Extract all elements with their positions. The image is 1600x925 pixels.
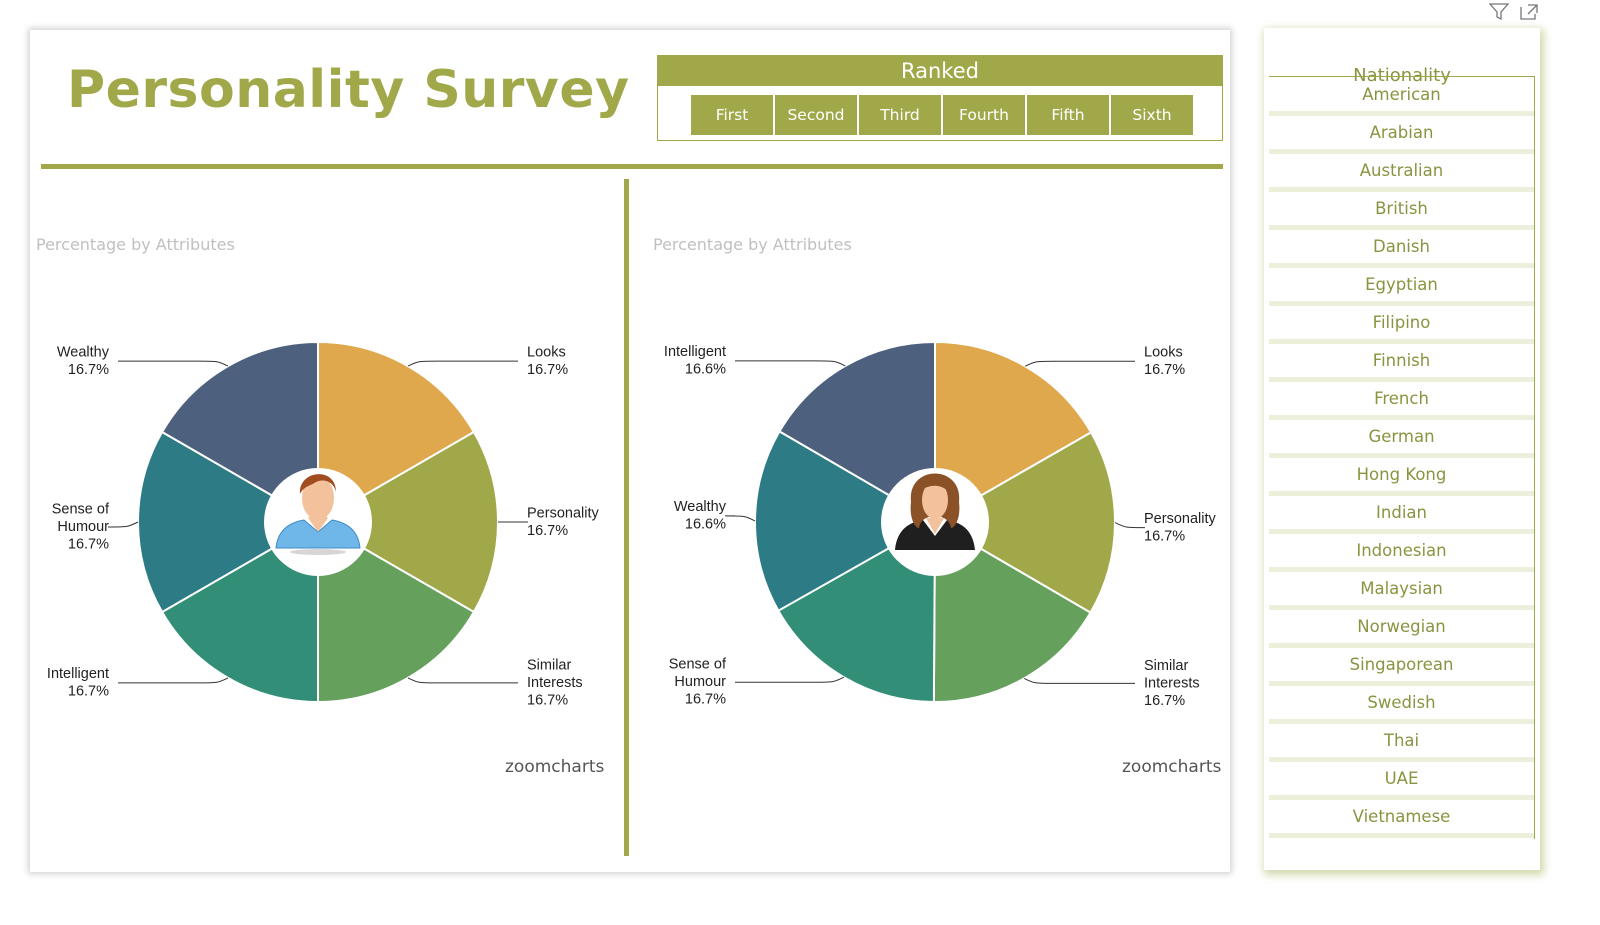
- pie-slice-intelligent[interactable]: [778, 340, 936, 524]
- leader-line-intelligent: [735, 360, 846, 367]
- chart-title: Percentage by Attributes: [653, 235, 852, 254]
- zoomcharts-logo: zoomcharts: [505, 757, 604, 777]
- pie-slice-looks[interactable]: [317, 340, 476, 524]
- leader-line-looks: [1024, 360, 1135, 367]
- leader-line-personality: [1114, 522, 1146, 529]
- slicer-item-uae[interactable]: UAE: [1269, 762, 1534, 800]
- male-avatar-icon: [275, 474, 361, 555]
- pie-slice-sense-of-humour[interactable]: [777, 520, 937, 704]
- male-attribute-pie-chart[interactable]: Percentage by Attributes Looks 16.7% Person…: [30, 200, 624, 800]
- slicer-item-swedish[interactable]: Swedish: [1269, 686, 1534, 724]
- slicer-item-singaporean[interactable]: Singaporean: [1269, 648, 1534, 686]
- pie-slice-sense-of-humour[interactable]: [137, 430, 320, 614]
- slicer-item-finnish[interactable]: Finnish: [1269, 344, 1534, 382]
- pie-slice-wealthy[interactable]: [160, 340, 319, 524]
- data-label-similar-interests: Similar Interests 16.7%: [527, 657, 583, 708]
- header-divider: [41, 164, 1223, 169]
- ranked-slicer: Ranked First Second Third Fourth Fifth Sixth: [657, 55, 1223, 141]
- leader-line-looks: [407, 360, 518, 367]
- slicer-item-filipino[interactable]: Filipino: [1269, 306, 1534, 344]
- chart-divider: [624, 179, 629, 856]
- slicer-item-egyptian[interactable]: Egyptian: [1269, 268, 1534, 306]
- slicer-item-australian[interactable]: Australian: [1269, 154, 1534, 192]
- ranked-slicer-header: Ranked: [658, 56, 1222, 86]
- pie-slice-looks[interactable]: [934, 340, 1093, 524]
- rank-button-third[interactable]: Third: [859, 95, 941, 135]
- data-label-looks: Looks 16.7%: [1144, 344, 1185, 378]
- rank-button-first[interactable]: First: [691, 95, 773, 135]
- data-label-intelligent: Intelligent 16.7%: [47, 666, 109, 700]
- data-label-personality: Personality 16.7%: [1144, 511, 1216, 545]
- data-label-similar-interests: Similar Interests 16.7%: [1144, 658, 1200, 709]
- data-label-wealthy: Wealthy 16.6%: [674, 499, 727, 532]
- slicer-item-hong-kong[interactable]: Hong Kong: [1269, 458, 1534, 496]
- nationality-list[interactable]: American Arabian Australian British Danish Eg…: [1269, 76, 1535, 839]
- leader-line-similar-interests: [407, 677, 518, 684]
- rank-button-fourth[interactable]: Fourth: [943, 95, 1025, 135]
- data-label-wealthy: Wealthy 16.7%: [57, 344, 110, 378]
- slicer-item-american[interactable]: American: [1269, 78, 1534, 116]
- pie-slice-wealthy[interactable]: [754, 429, 938, 613]
- chart-title: Percentage by Attributes: [36, 235, 235, 254]
- data-label-personality: Personality 16.7%: [527, 505, 599, 539]
- pie-slice-personality[interactable]: [933, 430, 1116, 615]
- filter-icon[interactable]: [1488, 2, 1510, 22]
- rank-button-fifth[interactable]: Fifth: [1027, 95, 1109, 135]
- data-label-looks: Looks 16.7%: [527, 344, 568, 378]
- slicer-item-danish[interactable]: Danish: [1269, 230, 1534, 268]
- leader-line-wealthy: [118, 360, 229, 367]
- data-label-intelligent: Intelligent 16.6%: [664, 344, 726, 378]
- zoomcharts-logo: zoomcharts: [1122, 757, 1221, 777]
- slicer-item-british[interactable]: British: [1269, 192, 1534, 230]
- slicer-item-vietnamese[interactable]: Vietnamese: [1269, 800, 1534, 838]
- slicer-item-thai[interactable]: Thai: [1269, 724, 1534, 762]
- female-avatar-icon: [895, 473, 975, 550]
- rank-button-second[interactable]: Second: [775, 95, 857, 135]
- rank-button-sixth[interactable]: Sixth: [1111, 95, 1193, 135]
- pie-slice-intelligent[interactable]: [160, 520, 319, 704]
- nationality-slicer: Nationality American Arabian Australian Bri…: [1264, 28, 1540, 870]
- slicer-item-malaysian[interactable]: Malaysian: [1269, 572, 1534, 610]
- leader-line-sense-of-humour: [107, 521, 139, 528]
- leader-line-intelligent: [118, 677, 229, 684]
- ranked-button-group: First Second Third Fourth Fifth Sixth: [691, 95, 1195, 135]
- visual-header-toolbar: [1488, 2, 1540, 22]
- slicer-item-norwegian[interactable]: Norwegian: [1269, 610, 1534, 648]
- slicer-item-arabian[interactable]: Arabian: [1269, 116, 1534, 154]
- slicer-item-indonesian[interactable]: Indonesian: [1269, 534, 1534, 572]
- slicer-item-german[interactable]: German: [1269, 420, 1534, 458]
- pie-slice-similar-interests[interactable]: [932, 520, 1092, 704]
- leader-line-sense-of-humour: [735, 676, 845, 683]
- page-title: Personality Survey: [67, 60, 630, 120]
- female-attribute-pie-chart[interactable]: Percentage by Attributes Looks 16.7% Person…: [647, 200, 1241, 800]
- focus-mode-icon[interactable]: [1518, 2, 1540, 22]
- pie-slice-personality[interactable]: [316, 430, 499, 614]
- slicer-title: Nationality: [1353, 65, 1451, 86]
- pie-slice-similar-interests[interactable]: [317, 520, 476, 704]
- slicer-item-indian[interactable]: Indian: [1269, 496, 1534, 534]
- leader-line-similar-interests: [1023, 677, 1135, 684]
- leader-line-wealthy: [724, 515, 756, 522]
- data-label-sense-of-humour: Sense of Humour 16.7%: [52, 502, 110, 553]
- data-label-sense-of-humour: Sense of Humour 16.7%: [669, 657, 727, 708]
- slicer-item-french[interactable]: French: [1269, 382, 1534, 420]
